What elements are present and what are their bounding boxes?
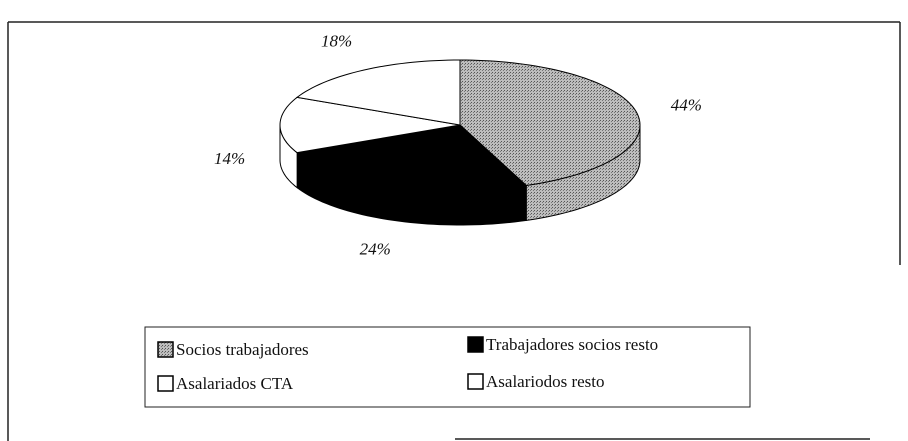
legend-label: Socios trabajadores xyxy=(176,340,309,359)
legend-label: Asalariodos resto xyxy=(486,372,605,391)
data-label: 14% xyxy=(214,149,245,168)
pie-slice xyxy=(459,59,641,186)
pie-slice xyxy=(295,124,528,191)
data-label: 24% xyxy=(360,240,391,259)
pie-slice xyxy=(295,59,461,126)
legend-swatch xyxy=(157,375,174,392)
pie-slice xyxy=(279,96,461,154)
legend-box xyxy=(144,326,751,408)
legend-swatch xyxy=(467,373,484,390)
data-label: 44% xyxy=(671,96,702,115)
legend-label: Asalariados CTA xyxy=(176,374,294,393)
data-label: 18% xyxy=(321,32,352,51)
legend-swatch xyxy=(467,336,484,353)
legend-swatch xyxy=(157,341,174,358)
legend-label: Trabajadores socios resto xyxy=(486,335,658,354)
frame xyxy=(7,21,901,441)
